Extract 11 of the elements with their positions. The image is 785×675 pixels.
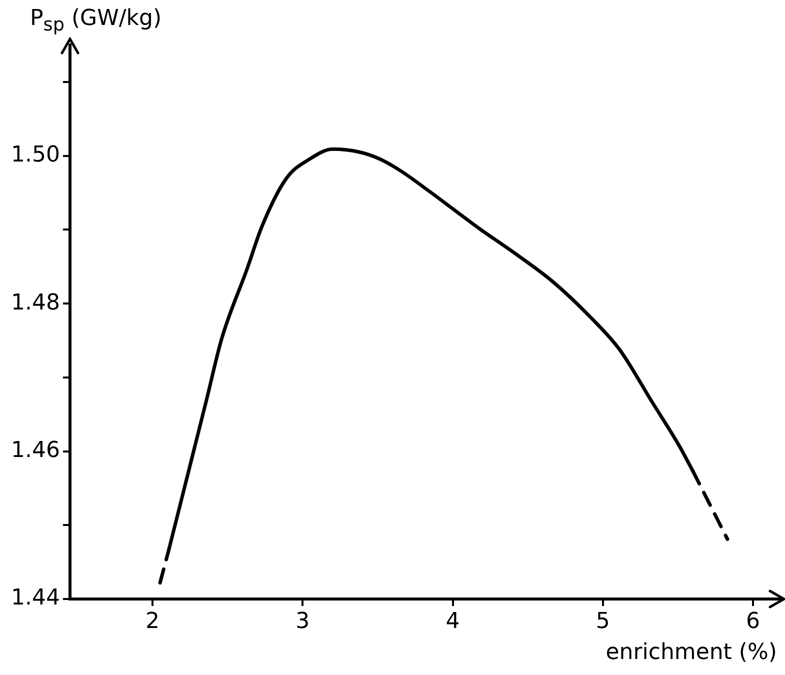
- x-tick-label: 5: [596, 608, 610, 634]
- x-tick-label: 3: [296, 608, 310, 634]
- y-tick-label: 1.48: [11, 290, 60, 316]
- x-tick-label: 2: [146, 608, 160, 634]
- x-tick-label: 6: [746, 608, 760, 634]
- x-axis-title: enrichment (%): [606, 640, 777, 665]
- x-tick-label: 4: [446, 608, 460, 634]
- y-tick-label: 1.50: [11, 142, 60, 168]
- y-axis-title: P$_{sp}$ (GW/kg): [30, 6, 162, 36]
- y-tick-label: 1.44: [11, 586, 60, 611]
- y-tick-label: 1.46: [11, 438, 60, 463]
